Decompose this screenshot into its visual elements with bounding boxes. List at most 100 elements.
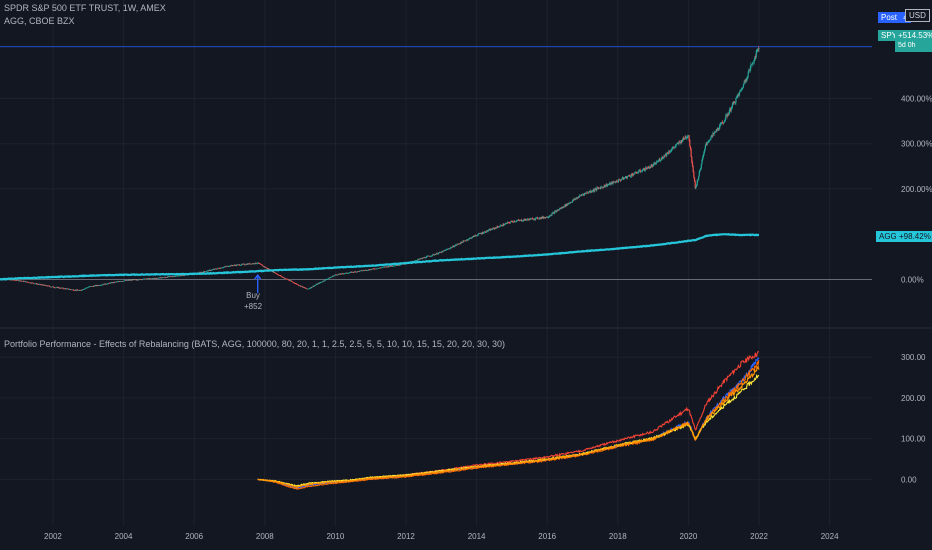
spy-candle (627, 175, 629, 177)
spy-candle (148, 278, 150, 279)
main-symbol-label[interactable]: SPDR S&P 500 ETF TRUST, 1W, AMEX (4, 3, 166, 13)
spy-candle (416, 259, 419, 261)
spy-candle (744, 79, 747, 83)
spy-candle (131, 279, 133, 281)
spy-candle (42, 285, 45, 286)
spy-candle (422, 257, 424, 259)
spy-candle (103, 283, 105, 285)
spy-candle (82, 289, 85, 290)
spy-candle (216, 268, 218, 270)
spy-candle (249, 263, 252, 265)
spy-candle (626, 176, 628, 179)
spy-candle (596, 187, 599, 189)
spy-candle (692, 166, 694, 173)
spy-candle (226, 265, 229, 267)
spy-candle (281, 276, 284, 278)
spy-candle (97, 285, 100, 286)
spy-candle (423, 257, 425, 259)
indicator-series-line[interactable] (257, 364, 760, 488)
spy-candle (581, 194, 583, 196)
spy-candle (389, 265, 391, 267)
spy-candle (136, 279, 138, 281)
spy-candle (339, 273, 341, 275)
agg-series-line[interactable] (0, 233, 760, 281)
spy-candle (45, 285, 47, 286)
spy-candle (685, 137, 687, 139)
spy-candle (680, 140, 682, 144)
spy-candle (340, 273, 343, 275)
spy-candle (615, 180, 618, 183)
price-pane[interactable] (0, 45, 872, 294)
spy-candle (532, 218, 534, 220)
spy-candle (383, 266, 385, 268)
spy-candle (17, 279, 19, 281)
compare-symbol-label[interactable]: AGG, CBOE BZX (4, 16, 75, 26)
spy-candle (42, 284, 44, 286)
spy-candle (96, 285, 98, 286)
spy-candle (349, 272, 351, 274)
spy-candle (177, 275, 179, 277)
spy-candle (350, 271, 352, 273)
spy-candle (76, 289, 78, 291)
indicator-title[interactable]: Portfolio Performance - Effects of Rebal… (4, 339, 505, 349)
spy-candle (253, 263, 256, 265)
indicator-series-line[interactable] (257, 373, 760, 487)
spy-candle (246, 264, 248, 265)
spy-candle (364, 270, 366, 271)
indicator-series-line[interactable] (257, 360, 760, 490)
spy-candle (566, 203, 569, 206)
spy-candle (139, 279, 142, 280)
spy-candle (564, 204, 566, 208)
spy-candle (284, 278, 286, 279)
spy-candle (37, 284, 39, 285)
spy-candle (325, 279, 328, 281)
spy-candle (564, 204, 567, 207)
spy-candle (288, 280, 290, 281)
spy-candle (691, 156, 693, 163)
spy-candle (79, 290, 81, 291)
spy-candle (472, 235, 474, 237)
currency-button[interactable]: USD (905, 9, 930, 22)
spy-candle (306, 288, 308, 290)
spy-candle (689, 139, 691, 147)
spy-candle (594, 189, 596, 192)
spy-candle (525, 219, 527, 221)
spy-candle (711, 135, 713, 136)
spy-candle (548, 216, 550, 218)
spy-candle (551, 213, 553, 216)
spy-candle (606, 184, 608, 187)
spy-candle (53, 286, 55, 288)
spy-candle (88, 286, 90, 288)
spy-candle (171, 276, 174, 278)
spy-candle (323, 280, 325, 282)
spy-candle (360, 270, 362, 271)
spy-candle (670, 151, 672, 152)
spy-candle (178, 275, 180, 276)
spy-candle (695, 185, 698, 187)
spy-candle (174, 276, 176, 277)
spy-candle (154, 278, 157, 279)
spy-candle (727, 113, 730, 115)
spy-candle (509, 221, 512, 223)
spy-candle (610, 182, 612, 185)
spy-candle (248, 263, 250, 265)
spy-candle (338, 274, 340, 275)
spy-candle (139, 279, 141, 280)
spy-candle (431, 254, 434, 256)
buy-annotation[interactable]: Buy +852 (244, 290, 262, 312)
spy-candle (660, 159, 662, 161)
spy-candle (562, 206, 564, 208)
spy-candle (713, 132, 715, 134)
spy-candle (302, 286, 304, 288)
spy-candle (586, 192, 588, 194)
spy-candle (297, 284, 299, 286)
spy-candle (557, 209, 559, 211)
spy-candle (157, 277, 159, 279)
spy-candle (576, 197, 578, 199)
spy-candle (600, 187, 602, 189)
spy-candle (625, 176, 627, 178)
indicator-pane[interactable] (257, 350, 760, 490)
spy-candle (167, 276, 169, 278)
spy-candle (733, 101, 736, 103)
